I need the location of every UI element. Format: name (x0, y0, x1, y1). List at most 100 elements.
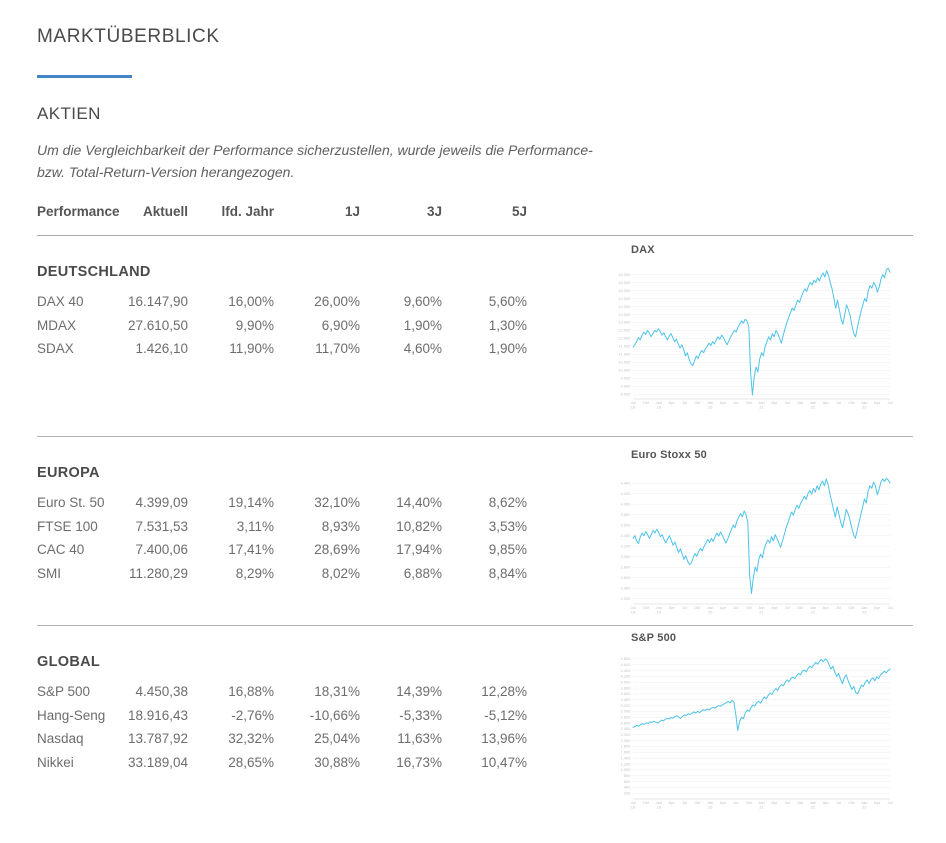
y-tick-label: 14.000 (618, 304, 631, 309)
row-value: 8,93% (321, 518, 360, 534)
y-tick-label: 12.000 (618, 336, 631, 341)
table-row: Nikkei 33.189,04 28,65% 30,88% 16,73% 10,47% (37, 751, 527, 775)
row-value: 16.147,90 (127, 294, 188, 309)
y-tick-label: 4.000 (620, 501, 631, 506)
row-value: -5,33% (399, 707, 442, 723)
x-tick-label: Jul 18 (630, 605, 636, 614)
row-value: 27.610,50 (127, 317, 188, 333)
row-value: 11,70% (315, 341, 360, 356)
header-divider (37, 235, 913, 236)
y-tick-label: 2.800 (620, 715, 631, 720)
x-tick-label: Jul (682, 400, 687, 405)
y-tick-label: 2.600 (620, 575, 631, 580)
row-value: 6,90% (321, 317, 360, 333)
table-row: SMI 11.280,29 8,29% 8,02% 6,88% 8,84% (37, 562, 527, 586)
row-label: SMI (37, 565, 62, 581)
y-tick-label: 3.400 (620, 533, 631, 538)
x-tick-label: Apr (823, 605, 830, 610)
column-header-performance: Performance (37, 204, 120, 219)
x-tick-label: Okt (694, 605, 701, 610)
row-label: S&P 500 (37, 684, 91, 699)
row-value: 12,28% (481, 684, 527, 699)
s-p-500-chart: 4.8004.6004.4004.2004.0003.8003.6003.400… (620, 656, 892, 809)
x-tick-label: Jul (682, 605, 687, 610)
x-tick-label: Apr (874, 400, 881, 405)
row-value: 18,31% (314, 684, 360, 699)
row-value: 5,60% (488, 294, 527, 309)
row-value: 7.531,53 (135, 518, 188, 534)
x-tick-label: Jan 19 (655, 605, 661, 614)
row-value: 3,53% (488, 518, 527, 534)
x-tick-label: Okt (643, 400, 650, 405)
table-row: Euro St. 50 4.399,09 19,14% 32,10% 14,40% 8,6… (37, 491, 527, 515)
column-header-3j: 3J (426, 204, 442, 219)
y-tick-label: 9.500 (620, 376, 631, 381)
x-tick-label: Okt (746, 400, 753, 405)
x-tick-label: Apr (668, 605, 675, 610)
row-label: CAC 40 (37, 542, 85, 557)
row-value: 28,65% (228, 754, 274, 770)
row-value: 19,14% (228, 495, 274, 510)
row-value: 4,60% (403, 341, 442, 356)
x-tick-label: Jan 19 (655, 800, 661, 809)
x-tick-label: Jan 21 (758, 605, 764, 614)
y-tick-label: 2.000 (620, 738, 631, 743)
x-tick-label: Apr (771, 800, 778, 805)
price-line-series (632, 477, 891, 594)
column-header-lfd-jahr: lfd. Jahr (221, 204, 274, 219)
y-tick-label: 13.500 (618, 312, 631, 317)
row-value: 8,84% (488, 565, 527, 581)
y-tick-label: 2.200 (620, 596, 631, 601)
y-tick-label: 15.500 (618, 280, 631, 285)
row-value: 26,00% (314, 294, 360, 309)
row-value: 11.280,29 (128, 565, 188, 581)
euro-stoxx-50-chart: 4.400 4.200 4.000 3.800 3.600 3.400 3.200 3.000… (620, 477, 893, 615)
x-tick-label: Jul (733, 605, 738, 610)
row-value: -2,76% (231, 707, 274, 723)
row-label: Hang-Seng (37, 707, 106, 723)
x-tick-label: Jan 23 (861, 605, 867, 614)
x-tick-label: Jul (836, 400, 841, 405)
x-tick-label: Okt (643, 800, 650, 805)
y-tick-label: 3.000 (620, 709, 631, 714)
x-tick-label: Okt (643, 605, 650, 610)
y-tick-label: 1.800 (620, 744, 631, 749)
row-value: 25,04% (314, 731, 360, 746)
y-tick-label: 4.400 (620, 668, 631, 673)
column-header-aktuell: Aktuell (142, 204, 188, 219)
table-row: DAX 40 16.147,90 16,00% 26,00% 9,60% 5,60% (37, 290, 527, 314)
x-tick-label: Apr (720, 605, 727, 610)
y-tick-label: 800 (624, 773, 631, 778)
x-tick-label: Okt (746, 800, 753, 805)
x-tick-label: Jul (836, 605, 841, 610)
row-value: 17,41% (228, 542, 274, 557)
table-row: CAC 40 7.400,06 17,41% 28,69% 17,94% 9,85% (37, 538, 527, 562)
x-tick-label: Apr (874, 800, 881, 805)
y-tick-label: 2.400 (620, 586, 631, 591)
x-tick-label: Okt (797, 400, 804, 405)
row-value: 4.399,09 (135, 495, 188, 510)
row-value: 13,96% (481, 731, 527, 746)
x-tick-label: Okt (848, 605, 855, 610)
row-value: 10,82% (396, 518, 442, 534)
y-tick-label: 13.000 (618, 320, 631, 325)
x-tick-label: Jul (887, 605, 892, 610)
y-tick-label: 2.800 (620, 565, 631, 570)
x-tick-label: Apr (771, 605, 778, 610)
row-value: 1,90% (403, 317, 442, 333)
row-value: 18.916,43 (127, 707, 188, 723)
row-label: FTSE 100 (37, 518, 98, 534)
x-tick-label: Okt (797, 800, 804, 805)
group-title-global: GLOBAL (37, 654, 101, 670)
section-global: GLOBAL S&P 500 4.450,38 16,88% 18,31% 14,39% 1… (37, 626, 913, 825)
x-tick-label: Jan 22 (810, 800, 816, 809)
x-tick-label: Apr (720, 800, 727, 805)
y-tick-label: 1.000 (620, 767, 631, 772)
row-value: 32,32% (228, 731, 274, 746)
y-tick-label: 3.000 (620, 554, 631, 559)
price-line-series (632, 658, 891, 731)
row-value: 4.450,38 (135, 684, 188, 699)
chart-title: Euro Stoxx 50 (631, 449, 707, 461)
y-tick-label: 1.400 (620, 755, 631, 760)
